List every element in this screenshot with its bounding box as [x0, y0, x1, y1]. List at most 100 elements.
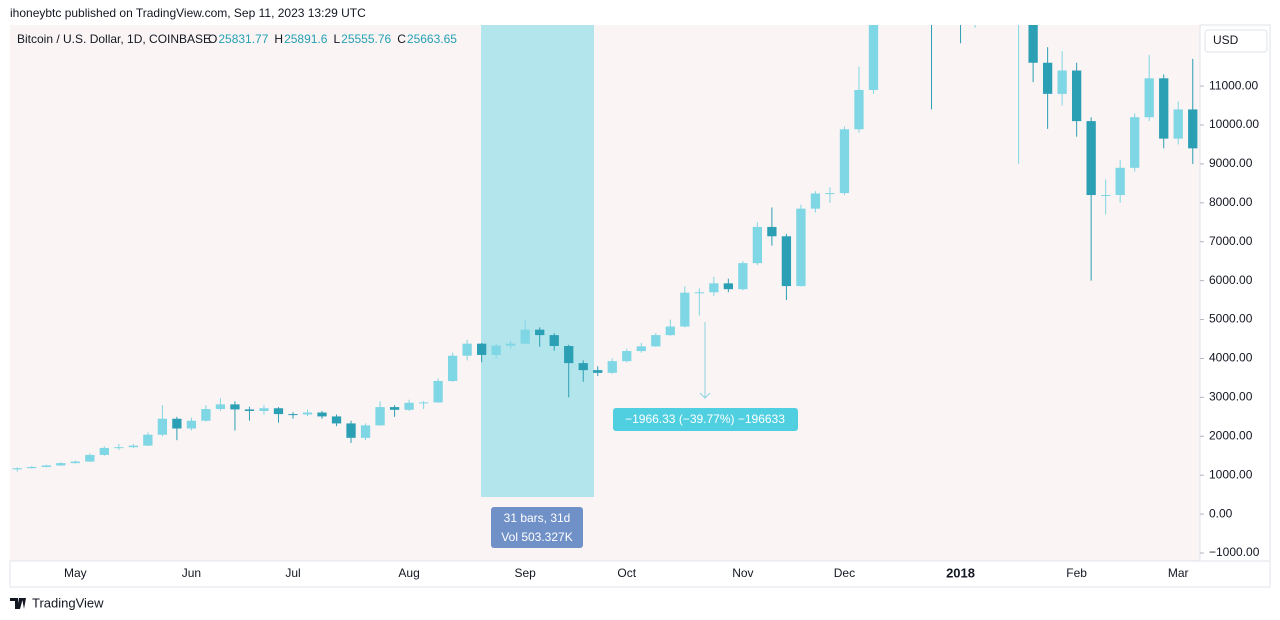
legend-value: 25831.77	[218, 32, 268, 46]
candle-body	[215, 404, 226, 410]
y-tick-label: 9000.00	[1209, 156, 1253, 170]
candle-body	[651, 335, 661, 347]
y-axis-area	[1199, 24, 1271, 562]
x-tick-label: Oct	[617, 566, 636, 580]
candle-body	[520, 329, 530, 344]
candle-body	[477, 343, 487, 355]
candle-body	[593, 370, 603, 373]
candle-body	[273, 408, 284, 415]
symbol: Bitcoin / U.S. Dollar, 1D, COINBASE	[17, 32, 211, 46]
y-tick-label: 2000.00	[1209, 428, 1253, 442]
measure-label: −1966.33 (−39.77%) −196633	[625, 412, 785, 426]
candle-body	[128, 445, 138, 448]
candle-body	[622, 351, 632, 362]
published-line: ihoneybtc published on TradingView.com, …	[10, 6, 366, 20]
y-tick-label: 5000.00	[1209, 312, 1253, 326]
candle-body	[825, 193, 835, 195]
y-tick-label: −1000.00	[1209, 545, 1260, 559]
candle-body	[114, 447, 124, 449]
candle-body	[723, 283, 733, 290]
x-tick-label: Jul	[285, 566, 300, 580]
y-tick-label: 6000.00	[1209, 273, 1253, 287]
brand: TradingView	[32, 595, 104, 610]
candle-body	[854, 89, 864, 130]
y-tick-label: 0.00	[1209, 506, 1233, 520]
candle-body	[564, 346, 574, 364]
candle-body	[302, 412, 313, 415]
candle-body	[738, 263, 748, 290]
candle-body	[56, 463, 66, 466]
candle-body	[99, 447, 109, 455]
y-tick-label: 7000.00	[1209, 234, 1253, 248]
candle-body	[317, 412, 327, 417]
x-tick-label: Nov	[732, 566, 753, 580]
range-label-box	[491, 507, 583, 548]
legend-value: 25663.65	[407, 32, 457, 46]
candle-body	[578, 363, 588, 371]
candle-body	[680, 292, 690, 327]
candle-body	[1144, 78, 1154, 118]
candle-body	[1072, 70, 1082, 122]
candle-body	[288, 414, 298, 416]
candles	[12, 0, 1198, 472]
candle-body	[868, 25, 879, 90]
candle-body	[1086, 121, 1096, 196]
candle-body	[418, 402, 429, 404]
legend-value: 25891.6	[284, 32, 328, 46]
candle-body	[1115, 167, 1125, 196]
candle-body	[389, 407, 400, 410]
candle-body	[1188, 109, 1198, 149]
candle-body	[1159, 78, 1169, 139]
candle-body	[1057, 70, 1067, 94]
candle-body	[1130, 117, 1140, 168]
legend-key: C	[397, 32, 406, 46]
candle-body	[375, 407, 385, 426]
range-volume: Vol 503.327K	[501, 530, 572, 544]
x-axis-area	[9, 560, 1271, 588]
candle-body	[41, 465, 51, 468]
candle-body	[404, 402, 414, 410]
candle-body	[186, 420, 197, 429]
candle-body	[462, 343, 472, 356]
candle-body	[259, 408, 269, 411]
candle-body	[767, 226, 777, 237]
candle-body	[752, 226, 763, 264]
x-tick-label: Sep	[515, 566, 537, 580]
candle-body	[157, 418, 168, 435]
candle-body	[85, 454, 95, 462]
legend-key: L	[333, 32, 340, 46]
x-tick-label: Feb	[1066, 566, 1087, 580]
candle-body	[810, 193, 821, 209]
candle-body	[956, 0, 965, 24]
candle-body	[433, 381, 443, 403]
x-tick-label: May	[64, 566, 87, 580]
date-range-highlight	[481, 25, 594, 497]
measure-arrow-head	[699, 392, 711, 399]
legend-value: 25555.76	[341, 32, 391, 46]
candle-body	[694, 292, 704, 294]
measure-label-box	[613, 408, 798, 431]
candle-body	[244, 409, 255, 411]
candle-body	[781, 236, 792, 287]
candle-body	[447, 355, 458, 382]
candle-body	[970, 0, 979, 24]
currency-box[interactable]	[1204, 29, 1268, 53]
candle-body	[506, 343, 516, 346]
y-tick-label: 10000.00	[1209, 117, 1259, 131]
y-tick-label: 4000.00	[1209, 351, 1253, 365]
candle-body	[331, 416, 342, 424]
candle-body	[839, 129, 850, 194]
candle-body	[143, 434, 153, 446]
plot-area	[10, 25, 1200, 561]
candle-body	[1042, 62, 1053, 94]
candle-body	[70, 461, 80, 464]
candle-body	[27, 467, 37, 469]
x-tick-label: Dec	[834, 566, 855, 580]
candle-body	[1028, 25, 1038, 63]
y-tick-label: 11000.00	[1209, 78, 1258, 92]
candle-body	[796, 208, 806, 287]
candle-body	[636, 346, 646, 352]
candle-body	[535, 329, 545, 336]
ohlc-legend: O 25831.77 H 25891.6 L 25555.76 C 25663.65	[208, 32, 457, 46]
